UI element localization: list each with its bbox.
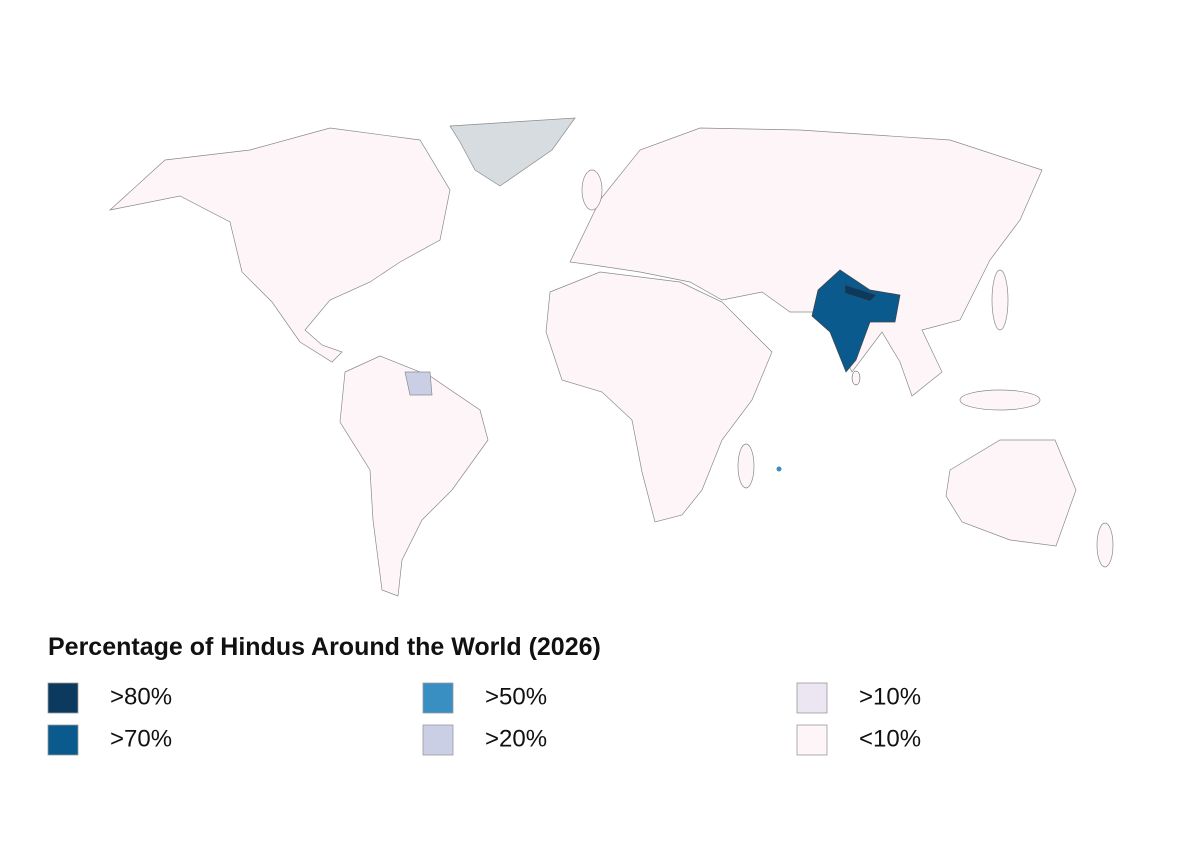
legend-swatch (796, 724, 828, 756)
guyana-suriname (404, 371, 433, 396)
legend-title: Percentage of Hindus Around the World (2… (48, 633, 601, 661)
eurasia (569, 127, 1043, 397)
madagascar (737, 443, 755, 489)
mauritius (776, 466, 782, 472)
legend-label: <10% (859, 725, 921, 752)
world-map (108, 117, 1114, 597)
australia (945, 439, 1077, 547)
north-america (108, 127, 451, 363)
legend-label: >20% (485, 725, 547, 752)
nepal (844, 284, 877, 302)
legend-swatch (47, 682, 79, 714)
legend: >80% >70% >50% >20% >10% <10% (47, 682, 921, 756)
legend-label: >10% (859, 683, 921, 710)
greenland (449, 117, 576, 187)
legend-swatch (422, 724, 454, 756)
south-america (339, 355, 489, 597)
india (811, 269, 901, 373)
legend-swatch (422, 682, 454, 714)
island (581, 169, 603, 211)
island (1096, 522, 1114, 568)
sri-lanka (851, 370, 861, 386)
island (959, 389, 1041, 411)
africa (545, 271, 773, 523)
legend-swatch (47, 724, 79, 756)
legend-label: >70% (110, 725, 172, 752)
legend-label: >80% (110, 683, 172, 710)
legend-swatch (796, 682, 828, 714)
island (991, 269, 1009, 331)
legend-label: >50% (485, 683, 547, 710)
